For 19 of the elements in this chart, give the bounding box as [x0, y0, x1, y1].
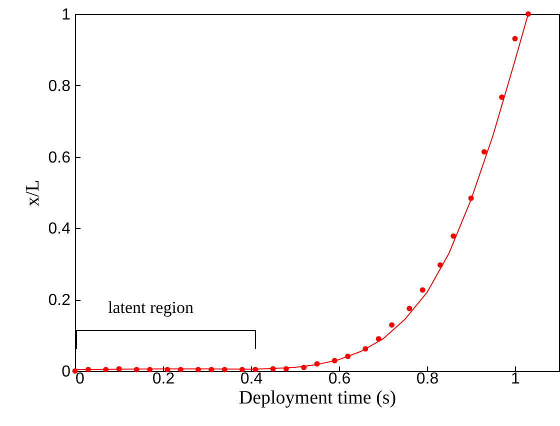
- point: [512, 36, 518, 42]
- y-tick-label: 0.8: [48, 78, 71, 95]
- annotation: latent region: [108, 298, 194, 318]
- y-tick-label: 0.2: [48, 292, 71, 310]
- point: [406, 306, 412, 312]
- x-tick-label: 0: [76, 370, 84, 388]
- x-tick-label: 0.6: [328, 370, 351, 388]
- point: [481, 149, 487, 155]
- x-tick-label: 0.8: [416, 370, 439, 388]
- y-tick-label: 0.6: [48, 149, 71, 166]
- point: [389, 322, 395, 328]
- y-tick-label: 1: [62, 6, 71, 24]
- x-tick-label: 0.4: [240, 370, 263, 388]
- x-tick-label: 0.2: [152, 370, 175, 388]
- y-tick-label: 0.4: [48, 220, 71, 238]
- y-axis-title: x/L: [22, 180, 44, 206]
- x-tick-label: 1: [511, 370, 520, 388]
- x-axis-title: Deployment time (s): [238, 388, 396, 408]
- point: [420, 287, 426, 293]
